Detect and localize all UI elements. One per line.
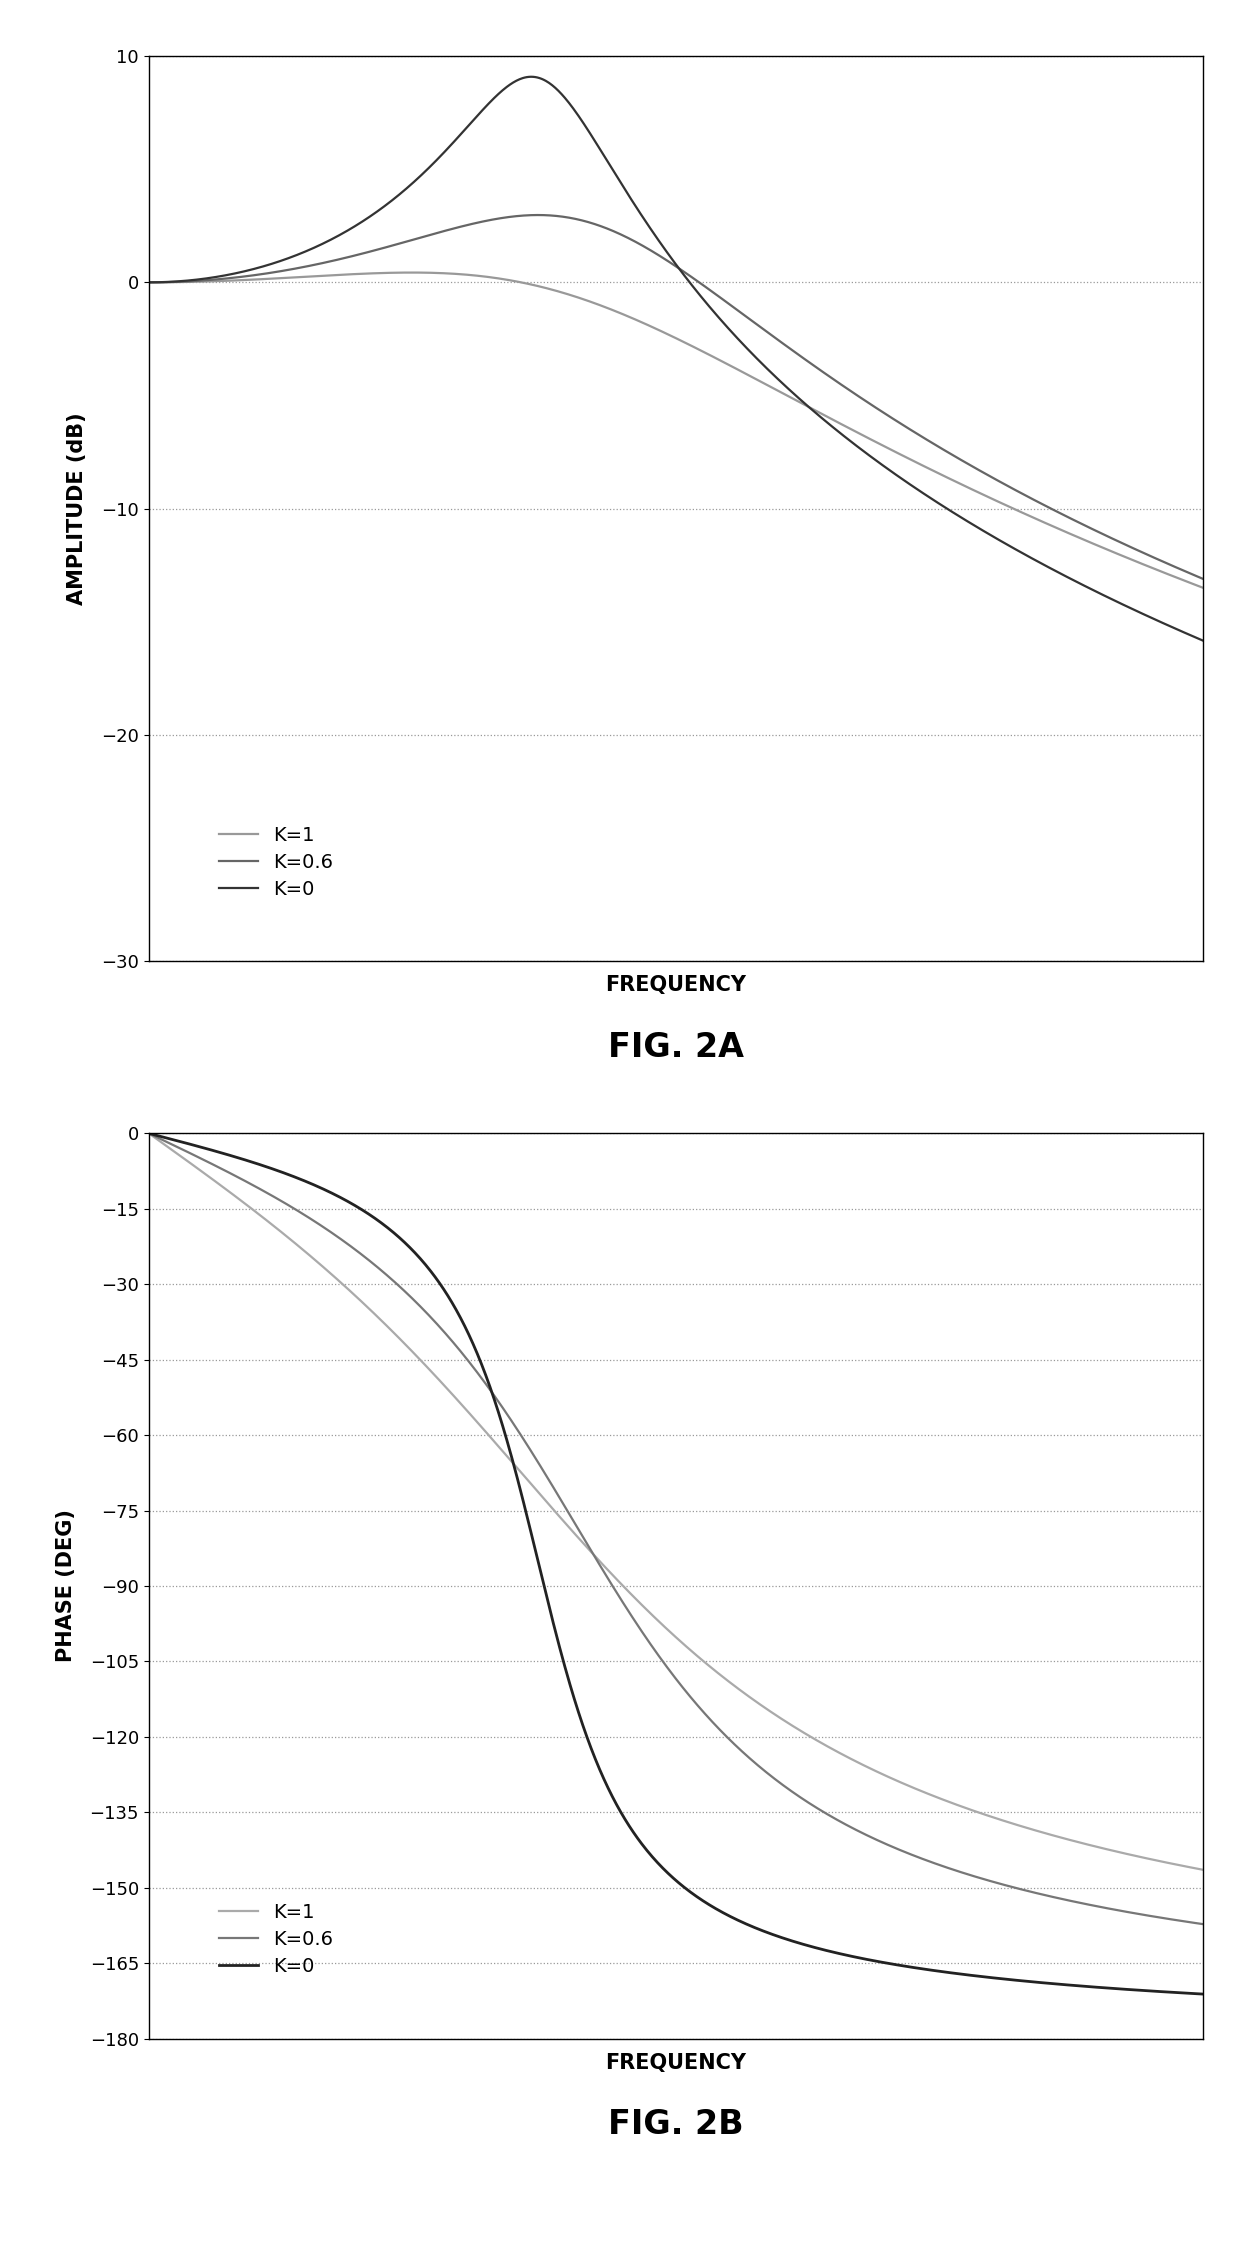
K=1 <box>141 269 156 296</box>
K=0 <box>523 63 538 90</box>
Line: K=0.6: K=0.6 <box>149 215 1203 578</box>
Y-axis label: PHASE (DEG): PHASE (DEG) <box>56 1510 76 1663</box>
K=0 <box>249 255 264 282</box>
K=0.6 <box>249 262 264 289</box>
K=1 <box>1195 574 1210 601</box>
K=1 <box>965 475 980 502</box>
Line: K=0.6: K=0.6 <box>149 1134 1203 1925</box>
K=0.6 <box>141 269 156 296</box>
K=0.6 <box>1195 1912 1210 1938</box>
K=0 <box>963 1961 978 1988</box>
K=0 <box>606 159 621 186</box>
K=1 <box>867 428 882 455</box>
K=0.6 <box>531 202 546 229</box>
K=1 <box>1195 1856 1210 1882</box>
K=1 <box>963 1797 978 1824</box>
K=1 <box>569 285 584 311</box>
K=0 <box>965 511 980 538</box>
K=0 <box>1195 1981 1210 2008</box>
Line: K=0: K=0 <box>149 1134 1203 1994</box>
Line: K=0: K=0 <box>149 76 1203 641</box>
Legend: K=1, K=0.6, K=0: K=1, K=0.6, K=0 <box>211 1896 341 1983</box>
K=1 <box>606 1562 621 1589</box>
K=0.6 <box>568 1510 583 1537</box>
K=0 <box>249 1150 264 1177</box>
K=0.6 <box>569 206 584 233</box>
Text: FIG. 2A: FIG. 2A <box>608 1031 744 1064</box>
K=0 <box>568 1690 583 1717</box>
K=0.6 <box>141 1120 156 1147</box>
K=0 <box>606 1786 621 1813</box>
K=0 <box>141 269 156 296</box>
K=1 <box>568 1522 583 1549</box>
Line: K=1: K=1 <box>149 1134 1203 1869</box>
K=1 <box>866 1757 880 1784</box>
X-axis label: FREQUENCY: FREQUENCY <box>605 2053 746 2073</box>
K=1 <box>249 1199 264 1226</box>
K=0 <box>982 1963 997 1990</box>
K=1 <box>141 1120 156 1147</box>
X-axis label: FREQUENCY: FREQUENCY <box>605 975 746 995</box>
Line: K=1: K=1 <box>149 273 1203 587</box>
K=0.6 <box>982 1867 997 1894</box>
Y-axis label: AMPLITUDE (dB): AMPLITUDE (dB) <box>67 412 87 605</box>
K=0 <box>867 446 882 473</box>
K=0 <box>141 1120 156 1147</box>
Legend: K=1, K=0.6, K=0: K=1, K=0.6, K=0 <box>211 818 341 905</box>
K=0.6 <box>965 453 980 480</box>
K=0.6 <box>983 464 998 491</box>
K=0.6 <box>1195 565 1210 592</box>
K=0 <box>866 1947 880 1974</box>
K=0 <box>569 99 584 125</box>
K=0.6 <box>867 392 882 419</box>
K=0.6 <box>866 1824 880 1851</box>
K=0.6 <box>606 217 621 244</box>
Text: FIG. 2B: FIG. 2B <box>608 2109 744 2140</box>
K=0 <box>983 522 998 549</box>
K=1 <box>404 260 419 287</box>
K=0.6 <box>963 1862 978 1889</box>
K=0.6 <box>606 1573 621 1600</box>
K=1 <box>983 484 998 511</box>
K=1 <box>982 1802 997 1829</box>
K=1 <box>249 267 264 294</box>
K=0 <box>1195 627 1210 654</box>
K=0.6 <box>249 1174 264 1201</box>
K=1 <box>606 298 621 325</box>
